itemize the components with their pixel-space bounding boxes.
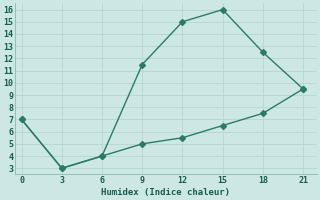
- X-axis label: Humidex (Indice chaleur): Humidex (Indice chaleur): [101, 188, 230, 197]
